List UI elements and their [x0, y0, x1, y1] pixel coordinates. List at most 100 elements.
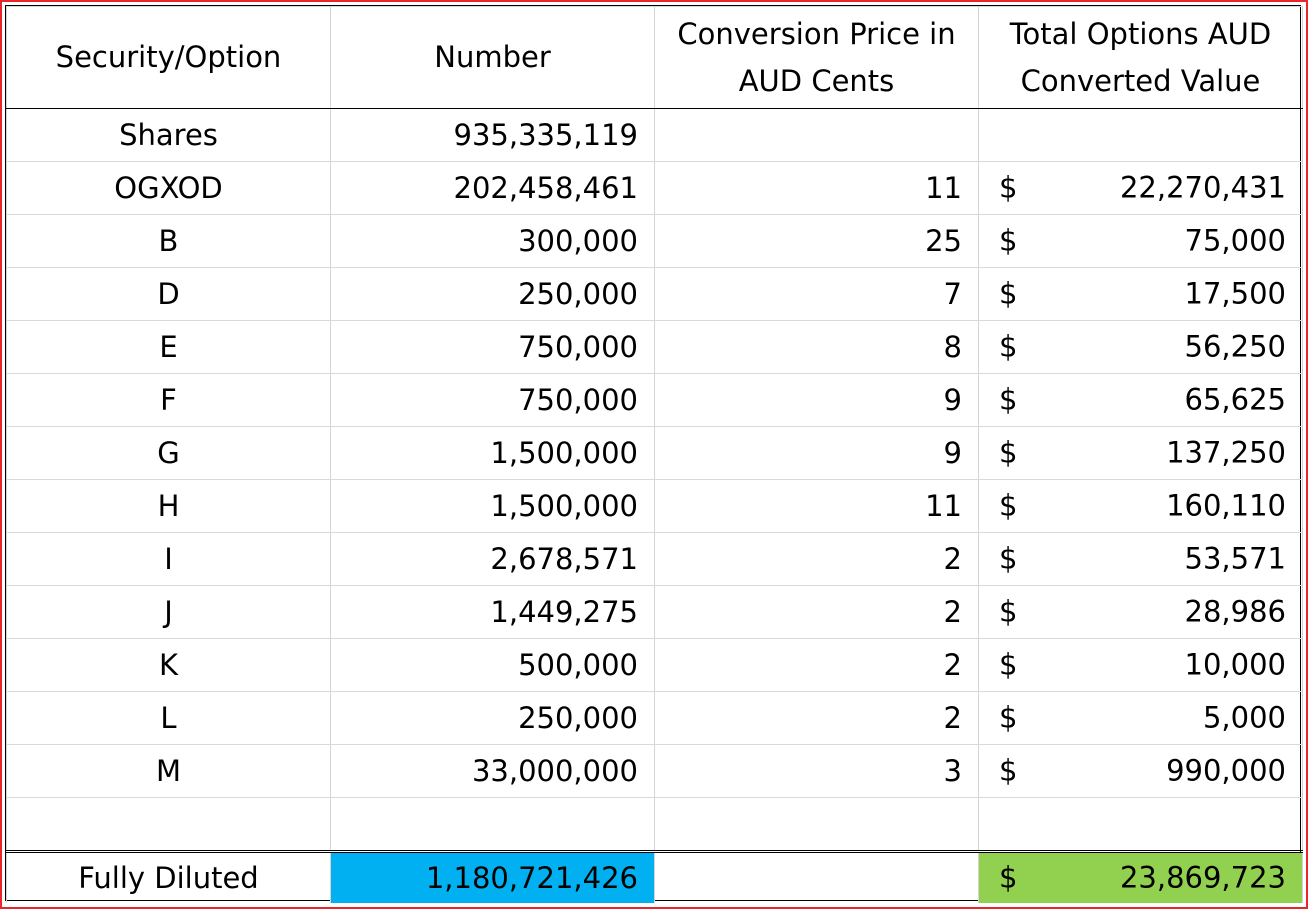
- converted-value-amount: 56,250: [1184, 329, 1286, 364]
- number-cell[interactable]: 2,678,571: [330, 532, 655, 586]
- number-cell[interactable]: 1,500,000: [330, 426, 655, 480]
- converted-value-cell[interactable]: $5,000: [978, 691, 1303, 745]
- converted-value-cell[interactable]: $75,000: [978, 214, 1303, 268]
- conversion-price-cell[interactable]: 3: [654, 744, 979, 798]
- conversion-price-cell[interactable]: 2: [654, 532, 979, 586]
- converted-value-amount: 137,250: [1166, 435, 1286, 470]
- currency-symbol: $: [999, 700, 1018, 735]
- total-number-cell[interactable]: 1,180,721,426: [330, 850, 655, 903]
- security-cell[interactable]: L: [6, 691, 331, 745]
- converted-value-cell[interactable]: $10,000: [978, 638, 1303, 692]
- security-cell[interactable]: I: [6, 532, 331, 586]
- empty-cell[interactable]: [978, 797, 1303, 852]
- number-cell[interactable]: 1,500,000: [330, 479, 655, 533]
- conversion-price-cell[interactable]: [654, 108, 979, 162]
- header-row: Security/Option Number Conversion Price …: [6, 6, 1303, 109]
- security-cell[interactable]: H: [6, 479, 331, 533]
- header-number-label: Number: [434, 40, 551, 74]
- currency-symbol: $: [999, 435, 1018, 470]
- number-cell[interactable]: 202,458,461: [330, 161, 655, 215]
- table-row: D 250,000 7 $17,500: [6, 267, 1303, 321]
- conversion-price-cell[interactable]: 11: [654, 479, 979, 533]
- header-security[interactable]: Security/Option: [6, 6, 331, 109]
- converted-value-amount: 5,000: [1202, 700, 1286, 735]
- total-row: Fully Diluted 1,180,721,426 $23,869,723: [6, 850, 1303, 903]
- security-cell[interactable]: K: [6, 638, 331, 692]
- converted-value-amount: 22,270,431: [1119, 170, 1286, 205]
- security-cell[interactable]: M: [6, 744, 331, 798]
- empty-cell[interactable]: [6, 797, 331, 852]
- number-cell[interactable]: 300,000: [330, 214, 655, 268]
- header-conversion-price[interactable]: Conversion Price in AUD Cents: [654, 6, 979, 109]
- converted-value-amount: 65,625: [1184, 382, 1286, 417]
- converted-value-cell[interactable]: $65,625: [978, 373, 1303, 427]
- security-cell[interactable]: D: [6, 267, 331, 321]
- converted-value-cell[interactable]: $17,500: [978, 267, 1303, 321]
- table-row: F 750,000 9 $65,625: [6, 373, 1303, 427]
- table-row: B 300,000 25 $75,000: [6, 214, 1303, 268]
- converted-value-cell[interactable]: $137,250: [978, 426, 1303, 480]
- conversion-price-cell[interactable]: 2: [654, 585, 979, 639]
- empty-cell[interactable]: [330, 797, 655, 852]
- conversion-price-cell[interactable]: 2: [654, 638, 979, 692]
- converted-value-cell[interactable]: $22,270,431: [978, 161, 1303, 215]
- table-row: I 2,678,571 2 $53,571: [6, 532, 1303, 586]
- security-cell[interactable]: G: [6, 426, 331, 480]
- header-converted-value[interactable]: Total Options AUD Converted Value: [978, 6, 1303, 109]
- currency-symbol: $: [999, 276, 1018, 311]
- total-value-cell[interactable]: $23,869,723: [978, 850, 1303, 903]
- conversion-price-cell[interactable]: 9: [654, 373, 979, 427]
- table-row: OGXOD 202,458,461 11 $22,270,431: [6, 161, 1303, 215]
- converted-value-cell[interactable]: $53,571: [978, 532, 1303, 586]
- spreadsheet-table: Security/Option Number Conversion Price …: [5, 5, 1303, 903]
- conversion-price-cell[interactable]: 11: [654, 161, 979, 215]
- converted-value-amount: 17,500: [1184, 276, 1286, 311]
- securities-table: Security/Option Number Conversion Price …: [6, 6, 1303, 903]
- number-cell[interactable]: 250,000: [330, 267, 655, 321]
- number-cell[interactable]: 1,449,275: [330, 585, 655, 639]
- conversion-price-cell[interactable]: 2: [654, 691, 979, 745]
- security-cell[interactable]: Shares: [6, 108, 331, 162]
- number-cell[interactable]: 33,000,000: [330, 744, 655, 798]
- total-label-cell[interactable]: Fully Diluted: [6, 850, 331, 903]
- conversion-price-cell[interactable]: 9: [654, 426, 979, 480]
- table-row: G 1,500,000 9 $137,250: [6, 426, 1303, 480]
- number-cell[interactable]: 750,000: [330, 373, 655, 427]
- table-row: H 1,500,000 11 $160,110: [6, 479, 1303, 533]
- converted-value-cell[interactable]: $56,250: [978, 320, 1303, 374]
- converted-value-amount: 28,986: [1184, 594, 1286, 629]
- table-row: L 250,000 2 $5,000: [6, 691, 1303, 745]
- number-cell[interactable]: 935,335,119: [330, 108, 655, 162]
- header-value-line1: Total Options AUD: [1009, 16, 1272, 51]
- security-cell[interactable]: J: [6, 585, 331, 639]
- empty-cell[interactable]: [654, 797, 979, 852]
- header-number[interactable]: Number: [330, 6, 655, 109]
- converted-value-cell[interactable]: [978, 108, 1303, 162]
- converted-value-amount: 23,869,723: [1119, 860, 1286, 895]
- security-cell[interactable]: F: [6, 373, 331, 427]
- currency-symbol: $: [999, 329, 1018, 364]
- security-cell[interactable]: E: [6, 320, 331, 374]
- number-cell[interactable]: 250,000: [330, 691, 655, 745]
- currency-symbol: $: [999, 594, 1018, 629]
- security-cell[interactable]: B: [6, 214, 331, 268]
- conversion-price-cell[interactable]: 7: [654, 267, 979, 321]
- number-cell[interactable]: 750,000: [330, 320, 655, 374]
- header-price-line1: Conversion Price in: [677, 16, 956, 51]
- conversion-price-cell[interactable]: 25: [654, 214, 979, 268]
- table-row: K 500,000 2 $10,000: [6, 638, 1303, 692]
- conversion-price-cell[interactable]: 8: [654, 320, 979, 374]
- converted-value-cell[interactable]: $160,110: [978, 479, 1303, 533]
- table-row: E 750,000 8 $56,250: [6, 320, 1303, 374]
- converted-value-amount: 160,110: [1166, 488, 1286, 523]
- converted-value-cell[interactable]: $28,986: [978, 585, 1303, 639]
- header-value-line2: Converted Value: [1020, 63, 1261, 98]
- number-cell[interactable]: 500,000: [330, 638, 655, 692]
- currency-symbol: $: [999, 488, 1018, 523]
- table-row: J 1,449,275 2 $28,986: [6, 585, 1303, 639]
- security-cell[interactable]: OGXOD: [6, 161, 331, 215]
- currency-symbol: $: [999, 860, 1018, 895]
- converted-value-cell[interactable]: $990,000: [978, 744, 1303, 798]
- total-price-cell[interactable]: [654, 850, 979, 903]
